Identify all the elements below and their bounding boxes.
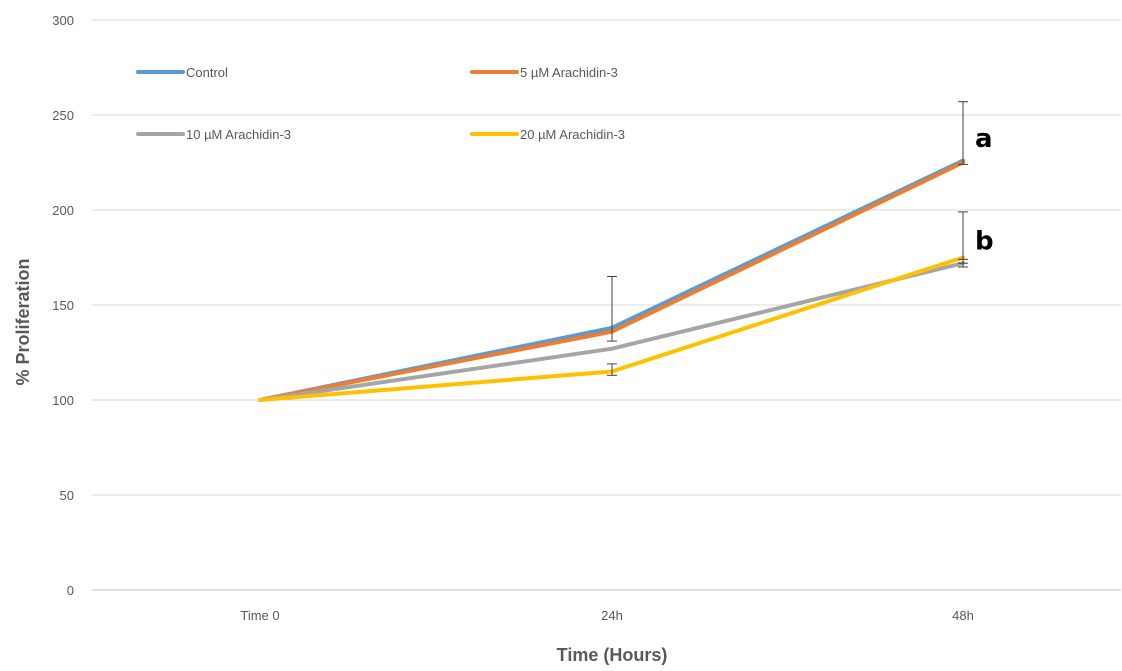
error-bar [958,101,968,165]
y-axis-title: % Proliferation [13,258,33,385]
error-bar [958,211,968,264]
y-tick-label: 200 [52,203,74,218]
error-bar [607,276,617,342]
legend-item: 10 µM Arachidin-3 [136,127,291,142]
error-bars [607,101,968,376]
legend-label: Control [186,65,228,80]
y-tick-label: 300 [52,13,74,28]
annotation-label: a [975,124,993,154]
legend-label: 5 µM Arachidin-3 [520,65,618,80]
y-tick-label: 100 [52,393,74,408]
y-axis-tick-labels: 0 50 100 150 200 250 300 [52,13,74,598]
y-tick-label: 0 [67,583,74,598]
legend: Control 5 µM Arachidin-3 10 µM Arachidin-3… [136,65,625,142]
y-tick-label: 50 [60,488,74,503]
legend-item: 20 µM Arachidin-3 [470,127,625,142]
x-tick-label: Time 0 [240,608,279,623]
legend-label: 20 µM Arachidin-3 [520,127,625,142]
y-tick-label: 150 [52,298,74,313]
x-axis-tick-labels: Time 0 24h 48h [240,608,973,623]
x-tick-label: 24h [601,608,623,623]
gridlines [92,19,1121,591]
x-tick-label: 48h [952,608,974,623]
error-bar [958,258,968,268]
legend-item: Control [136,65,228,80]
data-point [610,347,614,351]
y-tick-label: 250 [52,108,74,123]
error-bar [607,363,617,376]
significance-annotations: ab [975,124,994,257]
data-point [258,398,262,402]
legend-item: 5 µM Arachidin-3 [470,65,618,80]
annotation-label: b [975,226,994,256]
x-axis-title: Time (Hours) [557,645,668,665]
legend-label: 10 µM Arachidin-3 [186,127,291,142]
